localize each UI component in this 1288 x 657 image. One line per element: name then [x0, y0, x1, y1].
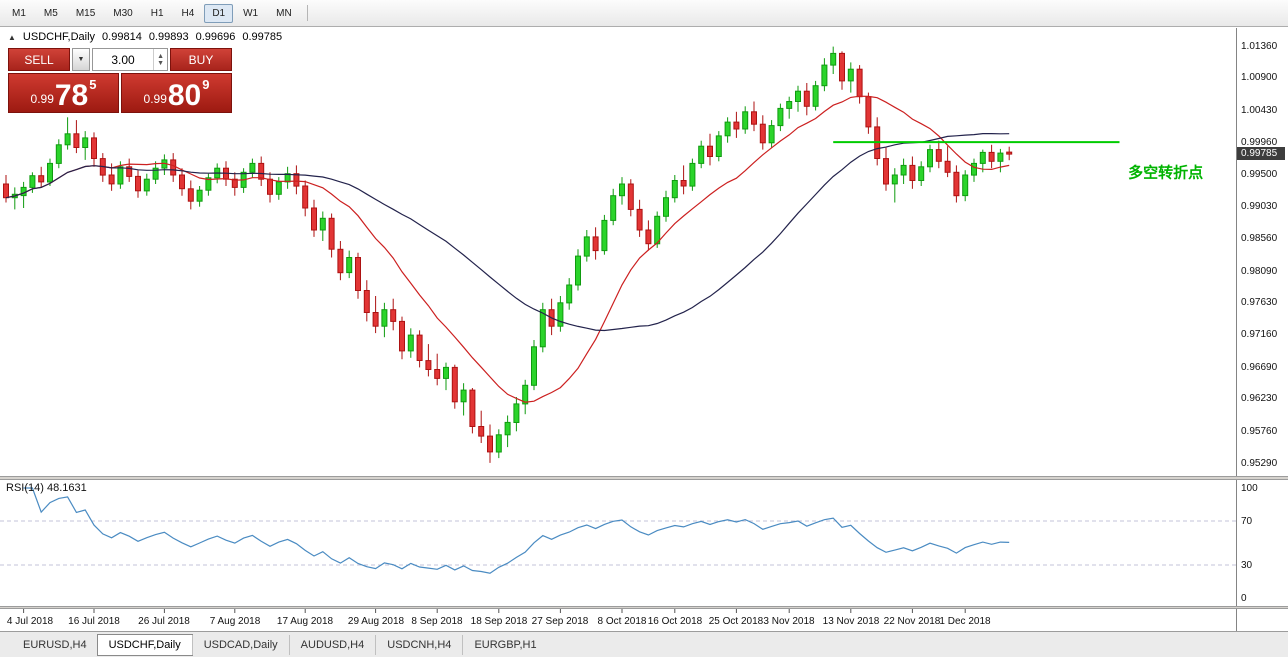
date-axis-label: 29 Aug 2018	[348, 616, 405, 627]
chart-tab-usdcnh-h4[interactable]: USDCNH,H4	[375, 634, 462, 655]
chart-tab-eurgbp-h1[interactable]: EURGBP,H1	[462, 634, 547, 655]
price-axis-label: 0.98090	[1241, 266, 1278, 277]
timeframe-button-mn[interactable]: MN	[276, 7, 292, 19]
rsi-axis-label: 0	[1241, 593, 1247, 604]
sell-price-box[interactable]: 0.99 78 5	[8, 73, 119, 113]
price-axis-label: 0.97630	[1241, 297, 1278, 308]
chart-tab-audusd-h4[interactable]: AUDUSD,H4	[288, 634, 376, 655]
price-axis-label: 0.96230	[1241, 393, 1278, 404]
chevron-down-icon: ▼	[77, 56, 85, 63]
price-chart-panel[interactable]: ▲ USDCHF,Daily 0.99814 0.99893 0.99696 0…	[0, 28, 1237, 476]
date-axis-label: 1 Dec 2018	[939, 616, 991, 627]
candles-layer	[3, 46, 1013, 463]
date-axis-label: 25 Oct 2018	[709, 616, 764, 627]
toolbar-separator	[306, 5, 308, 21]
date-axis-label: 8 Sep 2018	[411, 616, 463, 627]
price-axis-label: 0.99030	[1241, 201, 1278, 212]
price-axis-label: 1.00430	[1241, 105, 1278, 116]
buy-big-figure: 0.99	[143, 92, 167, 106]
price-axis-label: 0.99500	[1241, 169, 1278, 180]
panel-splitter[interactable]	[0, 476, 1288, 480]
sell-pips: 78	[54, 78, 89, 112]
sell-button[interactable]: SELL	[8, 48, 70, 71]
date-axis-label: 16 Jul 2018	[68, 616, 120, 627]
date-axis-label: 4 Jul 2018	[7, 616, 54, 627]
date-axis-label: 13 Nov 2018	[823, 616, 880, 627]
rsi-indicator-label: RSI(14) 48.1631	[6, 482, 87, 494]
chart-tab-usdcad-daily[interactable]: USDCAD,Daily	[191, 634, 289, 655]
panel-splitter-2[interactable]	[0, 606, 1288, 609]
timeframe-toolbar: M1 M5 M15 M30 H1 H4 D1 W1 MN	[0, 0, 1288, 27]
chart-tab-eurusd-h4[interactable]: EURUSD,H4	[23, 638, 87, 651]
date-axis-label: 22 Nov 2018	[884, 616, 941, 627]
price-axis-label: 1.01360	[1241, 41, 1278, 52]
sell-pipette: 5	[89, 77, 97, 92]
volume-value: 3.00	[111, 52, 135, 67]
spinner-up-icon[interactable]: ▲	[157, 52, 164, 60]
buy-pipette: 9	[202, 77, 210, 92]
timeframe-button-h4[interactable]: H4	[181, 7, 195, 19]
price-axis-label: 0.95290	[1241, 458, 1278, 469]
buy-price-box[interactable]: 0.99 80 9	[121, 73, 232, 113]
low-value: 0.99696	[195, 31, 236, 43]
candlestick-plot[interactable]	[0, 28, 1237, 476]
price-axis-label: 0.99960	[1241, 137, 1278, 148]
price-axis[interactable]: 0.99785 1.01360 1.00900 1.00430 0.99960 0.99…	[1237, 28, 1287, 631]
volume-input[interactable]: 3.00 ▲ ▼	[92, 48, 168, 71]
timeframe-button-m30[interactable]: M30	[113, 7, 133, 19]
date-axis-label: 27 Sep 2018	[532, 616, 589, 627]
chart-annotation-text[interactable]: 多空转折点	[1128, 164, 1204, 182]
chart-tab-bar: EURUSD,H4 USDCHF,Daily USDCAD,Daily AUDUSD,…	[0, 631, 1288, 657]
collapse-arrow-icon[interactable]: ▲	[8, 32, 16, 42]
date-axis-label: 17 Aug 2018	[277, 616, 334, 627]
chart-tab-usdchf-daily[interactable]: USDCHF,Daily	[96, 633, 193, 656]
time-axis[interactable]: 4 Jul 2018 16 Jul 2018 26 Jul 2018 7 Aug 20…	[0, 609, 1237, 631]
trade-options-dropdown[interactable]: ▼	[72, 48, 90, 71]
date-axis-label: 7 Aug 2018	[210, 616, 261, 627]
rsi-line	[23, 487, 1010, 574]
timeframe-button-m15[interactable]: M15	[75, 7, 96, 19]
symbol-header: ▲ USDCHF,Daily 0.99814 0.99893 0.99696 0…	[8, 31, 282, 43]
buy-button[interactable]: BUY	[170, 48, 232, 71]
rsi-axis-label: 70	[1241, 516, 1253, 527]
sell-big-figure: 0.99	[30, 92, 54, 106]
date-axis-label: 8 Oct 2018	[598, 616, 647, 627]
timeframe-button-m1[interactable]: M1	[12, 7, 26, 19]
buy-pips: 80	[167, 78, 202, 112]
price-axis-label: 1.00900	[1241, 72, 1278, 83]
timeframe-button-m5[interactable]: M5	[43, 7, 58, 19]
plot-column: ▲ USDCHF,Daily 0.99814 0.99893 0.99696 0…	[0, 28, 1237, 631]
price-axis-label: 0.95760	[1241, 426, 1278, 437]
one-click-trading-panel: SELL ▼ 3.00 ▲ ▼ BUY	[8, 48, 232, 113]
price-axis-label: 0.98560	[1241, 233, 1278, 244]
rsi-axis-label: 100	[1241, 483, 1258, 494]
rsi-panel[interactable]: RSI(14) 48.1631	[0, 480, 1237, 606]
volume-spinner: ▲ ▼	[153, 49, 167, 70]
date-axis-label: 16 Oct 2018	[648, 616, 703, 627]
timeframe-button-w1[interactable]: W1	[243, 7, 259, 19]
symbol-title: USDCHF,Daily	[22, 31, 96, 43]
ma-slow-dark	[5, 132, 1010, 332]
rsi-plot[interactable]	[0, 480, 1237, 606]
date-axis-label: 18 Sep 2018	[471, 616, 528, 627]
current-price-tag: 0.99785	[1237, 147, 1285, 160]
ma-fast-red	[5, 95, 1010, 403]
price-axis-label: 0.97160	[1241, 329, 1278, 340]
open-value: 0.99814	[102, 31, 142, 43]
date-axis-label: 26 Jul 2018	[138, 616, 190, 627]
high-value: 0.99893	[148, 31, 189, 43]
price-axis-label: 0.96690	[1241, 362, 1278, 373]
date-axis-label: 3 Nov 2018	[763, 616, 815, 627]
chart-main: ▲ USDCHF,Daily 0.99814 0.99893 0.99696 0…	[0, 28, 1288, 631]
close-value: 0.99785	[242, 31, 283, 43]
spinner-down-icon[interactable]: ▼	[157, 59, 164, 67]
timeframe-button-h1[interactable]: H1	[150, 7, 164, 19]
rsi-axis-label: 30	[1241, 560, 1253, 571]
timeframe-button-d1[interactable]: D1	[204, 3, 234, 23]
